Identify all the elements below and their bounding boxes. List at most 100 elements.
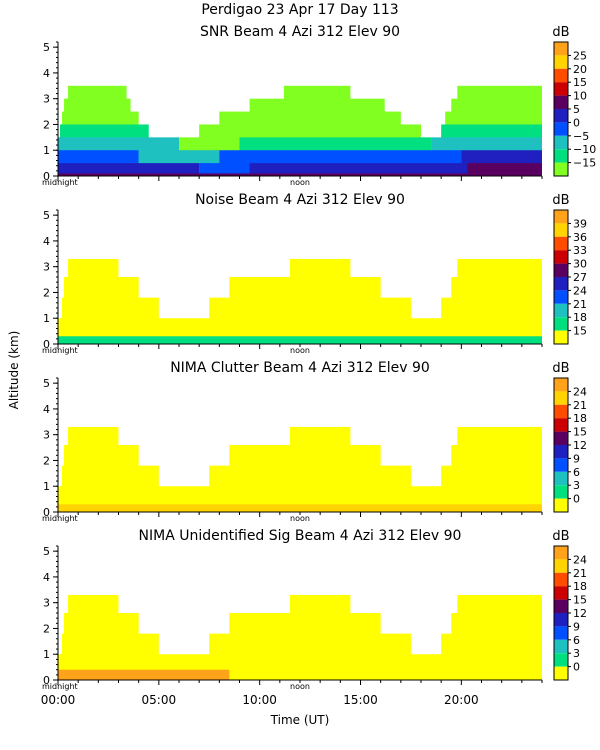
colorbar-swatch — [554, 109, 568, 123]
panel-3: NIMA Clutter Beam 4 Azi 312 Elev 9001234… — [42, 360, 587, 523]
heatmap-cell — [58, 504, 542, 512]
colorbar-tick-label: 5 — [573, 103, 580, 116]
colorbar-tick-label: 6 — [573, 466, 580, 479]
y-tick-label: 0 — [43, 506, 50, 519]
colorbar-tick-label: 39 — [573, 217, 587, 230]
colorbar-tick-label: 21 — [573, 399, 587, 412]
x-tick-label: 10:00 — [242, 693, 277, 707]
colorbar-swatch — [554, 162, 568, 176]
noon-label: noon — [290, 178, 310, 187]
heatmap-field — [58, 594, 542, 680]
noon-label: noon — [290, 682, 310, 691]
y-tick-label: 2 — [43, 118, 50, 131]
colorbar-swatch — [554, 666, 568, 680]
colorbar-tick-label: 24 — [573, 553, 587, 566]
colorbar-swatch — [554, 290, 568, 304]
heatmap-cell — [58, 669, 230, 680]
panel-1: SNR Beam 4 Azi 312 Elev 90 0 1 2 3 4 5 midnight… — [42, 24, 596, 187]
colorbar-swatch — [554, 330, 568, 344]
y-tick-label: 4 — [43, 235, 50, 248]
colorbar-swatch — [554, 122, 568, 136]
colorbar-swatch — [554, 498, 568, 512]
colorbar-swatch — [554, 404, 568, 419]
heatmap-field — [58, 85, 542, 176]
colorbar-tick-label: 3 — [573, 479, 580, 492]
colorbar-tick-label: 0 — [573, 493, 580, 506]
colorbar-swatch — [554, 55, 568, 69]
y-tick-label: 4 — [43, 571, 50, 584]
heatmap-field — [58, 258, 542, 344]
colorbar-tick-label: 24 — [573, 284, 587, 297]
y-tick-label: 5 — [43, 545, 50, 558]
colorbar-swatch — [554, 485, 568, 499]
colorbar-swatch — [554, 263, 568, 277]
colorbar-tick-label: 27 — [573, 271, 587, 284]
colorbar-tick-label: 9 — [573, 620, 580, 633]
colorbar-swatch — [554, 95, 568, 109]
colorbar-tick-label: 12 — [573, 439, 587, 452]
colorbar-tick-label: 25 — [573, 49, 587, 62]
colorbar-tick-label: 6 — [573, 634, 580, 647]
page-title: Perdigao 23 Apr 17 Day 113 — [201, 2, 398, 18]
colorbar-tick-label: 21 — [573, 298, 587, 311]
colorbar-swatch — [554, 626, 568, 640]
noon-label: noon — [290, 346, 310, 355]
colorbar-swatch — [554, 391, 568, 405]
colorbar-tick-label: 10 — [573, 90, 587, 103]
colorbar-tick-label: 21 — [573, 567, 587, 580]
y-tick-label: 1 — [43, 144, 50, 157]
panel-4: NIMA Unidentified Sig Beam 4 Azi 312 Ele… — [41, 528, 587, 707]
colorbar-swatch — [554, 82, 568, 96]
panels: SNR Beam 4 Azi 312 Elev 90012345midnight… — [41, 24, 597, 707]
heatmap-cell — [467, 163, 542, 176]
heatmap-cell — [249, 163, 468, 176]
y-tick-label: 3 — [43, 429, 50, 442]
y-tick-label: 5 — [43, 209, 50, 222]
heatmap-cell — [199, 163, 250, 176]
colorbar-swatch — [554, 431, 568, 445]
x-tick-label: 15:00 — [343, 693, 378, 707]
colorbar-swatch — [554, 471, 568, 486]
colorbar-swatch — [554, 250, 568, 264]
y-tick-label: 2 — [43, 286, 50, 299]
colorbar-swatch — [554, 559, 568, 573]
colorbar-swatch — [554, 445, 568, 459]
colorbar-swatch — [554, 599, 568, 613]
colorbar-swatch — [554, 149, 568, 163]
colorbar-tick-label: 3 — [573, 647, 580, 660]
colorbar-unit: dB — [552, 25, 569, 40]
y-tick-label: 0 — [43, 674, 50, 687]
y-tick-label: 1 — [43, 312, 50, 325]
colorbar-tick-label: 33 — [573, 244, 587, 257]
colorbar-swatch — [554, 572, 568, 587]
colorbar-tick-label: 15 — [573, 426, 587, 439]
colorbar-tick-label: −10 — [573, 143, 596, 156]
colorbar-swatch — [554, 418, 568, 432]
y-tick-label: 3 — [43, 597, 50, 610]
x-tick-label: 20:00 — [444, 693, 479, 707]
colorbar-swatch — [554, 586, 568, 600]
colorbar-tick-label: −15 — [573, 157, 596, 170]
colorbar-swatch — [554, 458, 568, 472]
y-tick-label: 2 — [43, 454, 50, 467]
colorbar-swatch — [554, 613, 568, 627]
colorbar-swatch — [554, 277, 568, 291]
panel-2: Noise Beam 4 Azi 312 Elev 90 0 1 2 3 4 5 midnig… — [42, 192, 587, 355]
colorbar-unit: dB — [552, 361, 569, 376]
colorbar-tick-label: 18 — [573, 311, 587, 324]
x-axis-label: Time (UT) — [270, 713, 330, 727]
midnight-label: midnight — [42, 346, 78, 355]
colorbar-swatch — [554, 68, 568, 83]
colorbar-swatch — [554, 236, 568, 251]
midnight-label: midnight — [42, 178, 78, 187]
y-tick-label: 0 — [43, 338, 50, 351]
y-tick-label: 2 — [43, 622, 50, 635]
colorbar-swatch — [554, 378, 568, 392]
y-tick-label: 1 — [43, 480, 50, 493]
y-tick-label: 3 — [43, 261, 50, 274]
colorbar-tick-label: 18 — [573, 412, 587, 425]
colorbar-swatch — [554, 303, 568, 318]
heatmap-cell — [229, 669, 542, 680]
colorbar-tick-label: 15 — [573, 325, 587, 338]
